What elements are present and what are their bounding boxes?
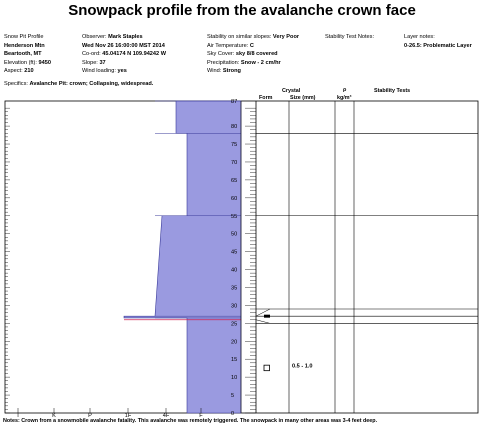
layer-connector (255, 319, 271, 324)
crystal-bar-symbol (264, 314, 270, 318)
hardness-tick-label: 4F (163, 413, 170, 419)
header-col5: Layer notes: 0-26.5: Problematic Layer (404, 33, 472, 50)
depth-tick-label: 30 (231, 303, 237, 309)
depth-tick-label: 20 (231, 339, 237, 345)
layer-notes-value: 0-26.5: Problematic Layer (404, 42, 472, 49)
form-header: Form (259, 95, 273, 101)
chart-frame (4, 100, 479, 414)
depth-tick-label: 60 (231, 196, 237, 202)
hardness-tick-label: I (17, 413, 19, 419)
specifics-line: Specifics: Avalanche Pit: crown; Collaps… (4, 81, 154, 87)
depth-tick-label: 80 (231, 124, 237, 130)
crystal-header: Crystal (282, 88, 301, 94)
depth-tick-label: 45 (231, 250, 237, 256)
header-col1-row: Elevation (ft): 9450 (4, 59, 51, 66)
depth-tick-label: 75 (231, 142, 237, 148)
header-col1-row: Henderson Mtn (4, 42, 45, 49)
chart-border (4, 100, 479, 414)
crystal-square-symbol (263, 364, 270, 372)
stability-tests-header: Stability Tests (374, 88, 411, 94)
depth-tick-label: 5 (231, 393, 234, 399)
depth-tick-label: 10 (231, 375, 237, 381)
rho-header: ρ (343, 87, 347, 93)
header-col3: Stability on similar slopes: Very Poor A… (207, 33, 299, 76)
depth-tick-label: 70 (231, 160, 237, 166)
header-col2: Observer: Mark Staples Wed Nov 26 16:00:… (82, 33, 166, 76)
header-col2-row: Wed Nov 26 16:00:00 MST 2014 (82, 42, 165, 49)
hardness-tick-label: P (88, 413, 92, 419)
header-col1: Snow Pit Profile Henderson Mtn Beartooth… (4, 33, 51, 76)
notes: Notes: Crown from a snowmobile avalanche… (3, 418, 378, 424)
size-header: Size (mm) (290, 95, 316, 101)
hardness-profile (123, 100, 242, 414)
header-col1-row: Aspect: 210 (4, 68, 34, 75)
header-col3-row: Air Temperature: C (207, 42, 254, 49)
stability-test-notes-label: Stability Test Notes: (325, 34, 375, 40)
depth-tick-label: 35 (231, 285, 237, 291)
header-col3-row: Sky Cover: sky 8/8 covered (207, 51, 278, 58)
header-col2-row: Wind loading: yes (82, 68, 127, 75)
header-col2-row: Observer: Mark Staples (82, 34, 143, 40)
header-col2-row: Co-ord: 45.04174 N 109.94242 W (82, 51, 166, 58)
depth-tick-label: 40 (231, 268, 237, 274)
density-unit-header: kg/m³ (337, 95, 352, 101)
crystal-size-label: 0.5 - 1.0 (292, 364, 313, 370)
depth-tick-label: 50 (231, 232, 237, 238)
depth-tick-label: 25 (231, 321, 237, 327)
hardness-fill (123, 100, 242, 414)
header-col2-row: Slope: 37 (82, 59, 106, 66)
chart-title: Snowpack profile from the avalanche crow… (68, 2, 416, 19)
depth-tick-label: 55 (231, 214, 237, 220)
depth-tick-label: 65 (231, 178, 237, 184)
header-col1-row: Beartooth, MT (4, 51, 42, 58)
crystal-table: 0.5 - 1.0 (255, 101, 478, 413)
depth-axis: 0 5 10 15 20 25 30 35 40 45 50 55 60 65 70 75 80 87 (5, 99, 256, 417)
hardness-tick-label: K (52, 413, 56, 419)
header-col1-row: Snow Pit Profile (4, 34, 44, 40)
depth-tick-label: 0 (231, 411, 234, 417)
hardness-tick-label: 1F (125, 413, 132, 419)
header-col3-row: Precipitation: Snow - 2 cm/hr (207, 59, 281, 66)
layer-connector (255, 308, 271, 317)
header-col3-row: Stability on similar slopes: Very Poor (207, 34, 300, 40)
depth-tick-label: 15 (231, 357, 237, 363)
depth-tick-label: 87 (231, 99, 237, 105)
hardness-tick-label: F (199, 413, 203, 419)
layer-notes-label: Layer notes: (404, 34, 435, 40)
header-col3-row: Wind: Strong (207, 68, 241, 75)
header-col4: Stability Test Notes: (325, 33, 374, 42)
hardness-axis: I K P 1F 4F F (17, 408, 203, 419)
